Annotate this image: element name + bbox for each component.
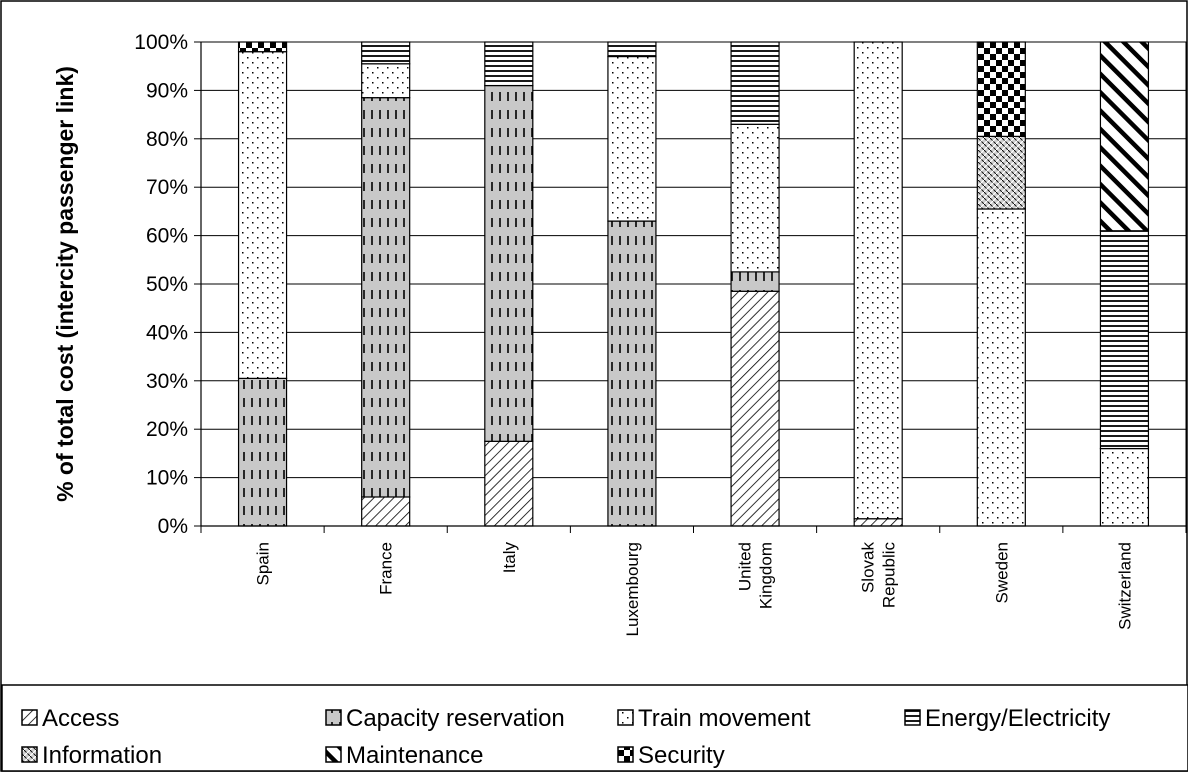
x-category-label: Sweden	[992, 542, 1011, 603]
bar-segment	[607, 220, 657, 527]
legend-swatch	[325, 746, 342, 763]
bar-segment	[484, 440, 534, 527]
y-tick-label: 70%	[146, 176, 188, 199]
legend: Access Capacity reservation Train movement…	[21, 705, 1110, 769]
x-category-label: Slovak	[859, 542, 878, 594]
x-category-label: Republic	[880, 542, 899, 609]
legend-swatch	[617, 746, 634, 763]
bar-segment	[730, 123, 780, 273]
x-category-label: France	[377, 542, 396, 595]
bar-segment	[361, 63, 411, 99]
bar-segment	[237, 377, 288, 527]
legend-label: Access	[42, 705, 119, 732]
axes: 0% 10% 20% 30% 40% 50% 60% 70% 80% 90% 100% Spain Fr…	[134, 31, 1187, 637]
bar-segment	[237, 51, 288, 379]
legend-label: Maintenance	[346, 742, 483, 769]
legend-label: Capacity reservation	[346, 705, 565, 732]
x-category-label: Spain	[254, 542, 273, 585]
bar-segment	[976, 208, 1026, 527]
legend-label: Train movement	[638, 705, 811, 732]
x-category-label: Kingdom	[757, 542, 776, 609]
legend-box	[1, 684, 1188, 772]
bar-segment	[976, 41, 1026, 137]
x-category-label: Switzerland	[1115, 542, 1134, 630]
bar-segment	[484, 84, 534, 442]
bar-segment	[484, 41, 534, 87]
bar-segment	[853, 518, 903, 527]
x-category-label: Italy	[500, 542, 519, 574]
y-tick-label: 100%	[134, 31, 188, 54]
bar-segment	[607, 55, 657, 222]
legend-label: Security	[638, 742, 725, 769]
legend-label: Information	[42, 742, 162, 769]
bar-segment	[361, 41, 411, 65]
legend-swatch	[325, 709, 342, 726]
bar-segment	[730, 290, 780, 527]
bar-segment	[361, 97, 411, 498]
bar-segment	[607, 41, 657, 58]
y-tick-label: 90%	[146, 79, 188, 102]
x-category-label: United	[736, 542, 755, 591]
y-tick-label: 20%	[146, 418, 188, 441]
bar-segment	[237, 41, 288, 53]
legend-swatch	[904, 709, 921, 726]
legend-swatch	[21, 746, 38, 763]
y-tick-label: 80%	[146, 128, 188, 151]
y-tick-label: 0%	[158, 515, 188, 538]
bar-segment	[1099, 230, 1150, 450]
x-category-label: Luxembourg	[623, 542, 642, 637]
bars	[237, 41, 1150, 527]
bar-segment	[1099, 447, 1150, 527]
legend-swatch	[617, 709, 634, 726]
y-tick-label: 60%	[146, 225, 188, 248]
y-tick-label: 10%	[146, 467, 188, 490]
y-tick-label: 40%	[146, 321, 188, 344]
bar-segment	[361, 496, 411, 527]
bar-segment	[730, 41, 780, 125]
bar-segment	[976, 135, 1026, 210]
y-axis-title: % of total cost (intercity passenger lin…	[52, 66, 78, 502]
y-tick-label: 50%	[146, 273, 188, 296]
bar-segment	[853, 41, 903, 520]
bar-segment	[730, 271, 780, 292]
bar-segment	[1099, 41, 1150, 232]
legend-label: Energy/Electricity	[925, 705, 1110, 732]
legend-swatch	[21, 709, 38, 726]
y-tick-label: 30%	[146, 370, 188, 393]
